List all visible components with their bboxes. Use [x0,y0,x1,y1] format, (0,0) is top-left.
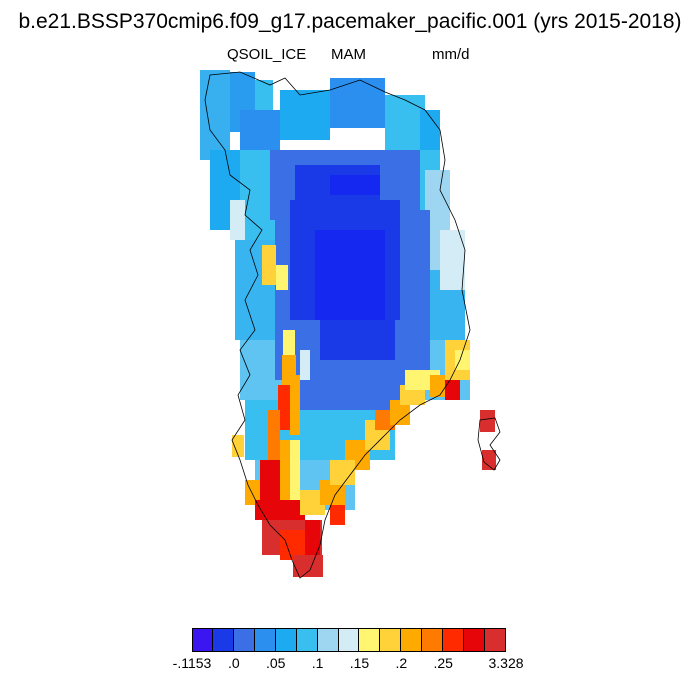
colorbar-tick-label: .05 [265,655,286,671]
season-label: MAM [331,46,366,63]
colorbar-swatch [380,628,402,652]
map-cells-north [200,70,440,230]
variable-label: QSOIL_ICE [227,46,307,63]
colorbar-tick-label: .15 [349,655,370,671]
colorbar-swatch [192,628,213,652]
map-cells-southeast-warm [330,340,496,485]
map-cells-west-warm [232,245,310,510]
colorbar-tick-label: 3.328 [488,655,524,671]
colorbar-tick-label: .25 [433,655,453,671]
greenland-map [200,70,501,579]
units-label: mm/d [432,46,470,63]
colorbar-swatch [338,628,360,652]
island-outline [477,417,501,471]
colorbar-swatch [464,628,486,652]
colorbar-tick-label: .0 [228,655,240,671]
colorbar-swatch [317,628,339,652]
colorbar-swatch [275,628,297,652]
colorbar-tick-label: .2 [395,655,408,671]
colorbar-swatch [359,628,381,652]
colorbar-swatch [422,628,444,652]
colorbar-tick-label: -.1153 [172,655,212,671]
colorbar-tick-label: .1 [311,655,324,671]
colorbar-swatch [296,628,318,652]
colorbar-swatch [254,628,276,652]
plot-title: b.e21.BSSP370cmip6.f09_g17.pacemaker_pac… [18,10,682,33]
colorbar-swatch [212,628,234,652]
colorbar-swatch [233,628,255,652]
colorbar-swatch [401,628,423,652]
map-cells-south-tip [255,480,345,577]
colorbar-swatch [485,628,506,652]
colorbar-swatch [443,628,465,652]
coastline [204,71,471,579]
